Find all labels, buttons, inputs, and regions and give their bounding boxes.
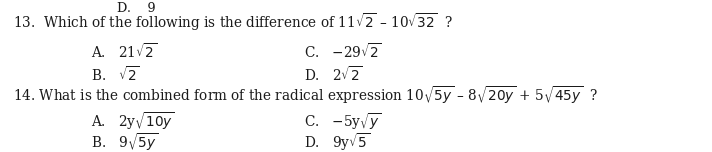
Text: A.   2y$\sqrt{10y}$: A. 2y$\sqrt{10y}$ <box>90 110 174 132</box>
Text: 14. What is the combined form of the radical expression 10$\sqrt{5y}$ – 8$\sqrt{: 14. What is the combined form of the rad… <box>13 84 598 106</box>
Text: C.   $-$29$\sqrt{2}$: C. $-$29$\sqrt{2}$ <box>304 42 382 60</box>
Text: D.    9: D. 9 <box>117 2 156 15</box>
Text: A.   21$\sqrt{2}$: A. 21$\sqrt{2}$ <box>90 42 157 60</box>
Text: B.   9$\sqrt{5y}$: B. 9$\sqrt{5y}$ <box>90 131 158 152</box>
Text: C.   $-$5y$\sqrt{y}$: C. $-$5y$\sqrt{y}$ <box>304 111 381 132</box>
Text: 13.  Which of the following is the difference of 11$\sqrt{2}$ – 10$\sqrt{32}$  ?: 13. Which of the following is the differ… <box>13 11 453 33</box>
Text: B.   $\sqrt{2}$: B. $\sqrt{2}$ <box>90 65 140 84</box>
Text: D.   9y$\sqrt{5}$: D. 9y$\sqrt{5}$ <box>304 131 370 152</box>
Text: D.   2$\sqrt{2}$: D. 2$\sqrt{2}$ <box>304 65 362 84</box>
